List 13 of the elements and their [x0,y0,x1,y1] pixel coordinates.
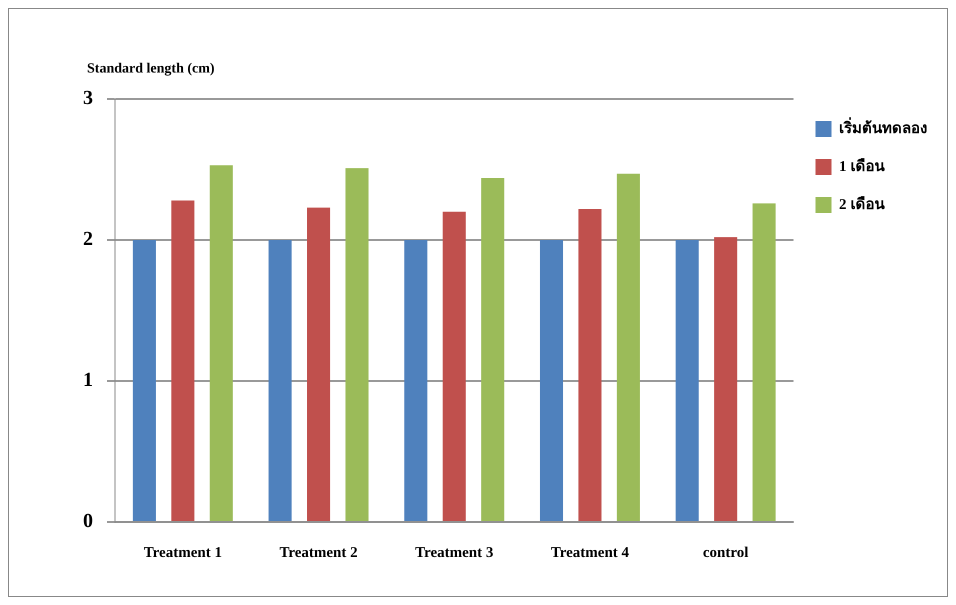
x-tick-label: Treatment 1 [144,544,222,561]
legend-label: 1 เดือน [839,158,886,175]
x-tick-label: Treatment 3 [415,544,494,561]
y-axis-title: Standard length (cm) [87,62,215,77]
y-tick-label: 3 [83,87,93,110]
y-tick-label: 0 [83,510,93,532]
x-tick-label: control [702,544,748,561]
x-tick-label: Treatment 2 [279,544,358,561]
legend-label: เริ่มต้นทดลอง [839,116,927,137]
legend-label: 2 เดือน [839,196,886,213]
y-tick-label: 2 [83,228,93,250]
x-tick-label: Treatment 4 [550,544,630,561]
y-tick-label: 1 [83,369,93,392]
